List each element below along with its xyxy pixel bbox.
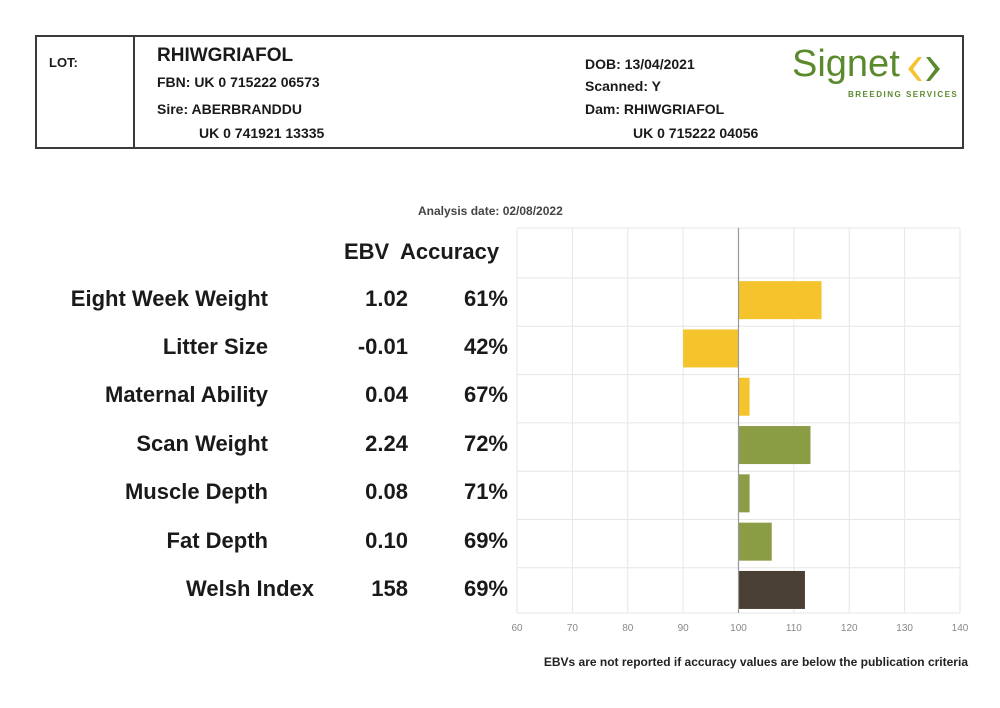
x-tick-label: 70	[567, 623, 579, 634]
trait-label-welsh-index: Welsh Index	[186, 576, 314, 601]
x-tick-label: 140	[952, 623, 969, 634]
analysis-date: Analysis date: 02/08/2022	[418, 204, 563, 218]
lot-label: LOT:	[49, 55, 78, 70]
animal-name: RHIWGRIAFOL	[157, 45, 294, 66]
dam-id: UK 0 715222 04056	[633, 125, 759, 141]
bar-eight-week-weight	[738, 281, 822, 320]
ebv-value-muscle-depth: 0.08	[365, 479, 408, 504]
ebv-value-eight-week-weight: 1.02	[365, 286, 408, 311]
dob: DOB: 13/04/2021	[585, 56, 695, 72]
lot-divider	[133, 37, 135, 147]
trait-label-fat-depth: Fat Depth	[166, 528, 268, 553]
animal-header: LOT: RHIWGRIAFOL FBN: UK 0 715222 06573 …	[35, 35, 964, 149]
logo-subtitle: BREEDING SERVICES	[848, 90, 959, 99]
bar-fat-depth	[738, 522, 772, 561]
scanned-status: Scanned: Y	[585, 78, 661, 94]
accuracy-value-litter-size: 42%	[463, 334, 508, 359]
ebv-value-litter-size: -0.01	[357, 334, 408, 359]
accuracy-value-fat-depth: 69%	[463, 528, 508, 553]
footer-note: EBVs are not reported if accuracy values…	[543, 655, 968, 669]
x-tick-label: 100	[730, 623, 747, 634]
sire-id: UK 0 741921 13335	[199, 125, 325, 141]
x-tick-label: 80	[622, 623, 634, 634]
x-tick-label: 60	[511, 623, 523, 634]
x-tick-label: 130	[896, 623, 913, 634]
accuracy-value-muscle-depth: 71%	[463, 479, 508, 504]
dam-name: Dam: RHIWGRIAFOL	[585, 101, 725, 117]
bar-scan-weight	[738, 426, 811, 465]
bar-welsh-index	[738, 570, 805, 609]
accuracy-value-eight-week-weight: 61%	[463, 286, 508, 311]
bar-muscle-depth	[738, 474, 750, 513]
sire-name: Sire: ABERBRANDDU	[157, 101, 302, 117]
accuracy-column-header: Accuracy	[400, 239, 500, 264]
accuracy-value-welsh-index: 69%	[463, 576, 508, 601]
bar-maternal-ability	[738, 377, 750, 416]
ebv-column-header: EBV	[344, 239, 390, 264]
trait-label-muscle-depth: Muscle Depth	[124, 479, 268, 504]
fbn-id: FBN: UK 0 715222 06573	[157, 74, 320, 90]
bar-litter-size	[683, 329, 739, 368]
trait-label-litter-size: Litter Size	[162, 334, 268, 359]
ebv-value-welsh-index: 158	[371, 576, 408, 601]
trait-label-scan-weight: Scan Weight	[136, 431, 268, 456]
x-tick-label: 120	[841, 623, 858, 634]
x-tick-label: 90	[678, 623, 690, 634]
x-tick-label: 110	[786, 623, 802, 634]
logo-chevrons-icon	[908, 57, 940, 81]
accuracy-value-scan-weight: 72%	[463, 431, 508, 456]
signet-logo: Signet BREEDING SERVICES	[792, 43, 957, 103]
ebv-value-scan-weight: 2.24	[365, 431, 408, 456]
ebv-value-fat-depth: 0.10	[365, 528, 408, 553]
trait-label-eight-week-weight: Eight Week Weight	[70, 286, 268, 311]
ebv-value-maternal-ability: 0.04	[365, 382, 408, 407]
trait-label-maternal-ability: Maternal Ability	[105, 382, 268, 407]
logo-text: Signet	[792, 43, 900, 85]
accuracy-value-maternal-ability: 67%	[463, 382, 508, 407]
